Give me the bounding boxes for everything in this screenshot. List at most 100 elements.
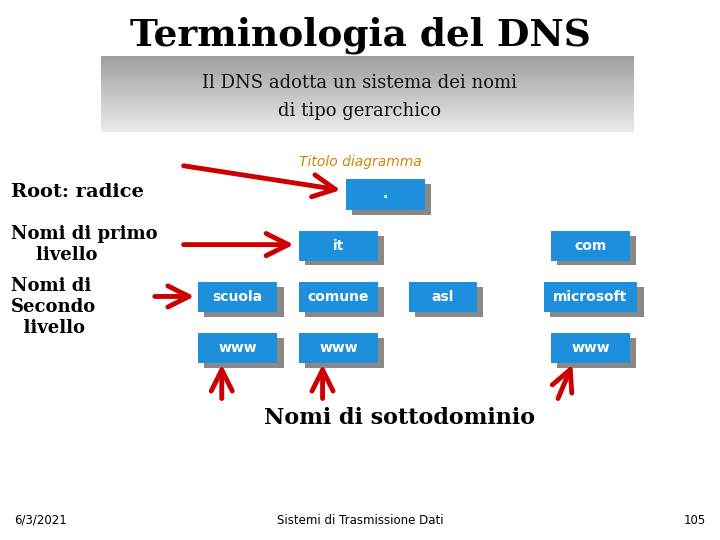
Text: Il DNS adotta un sistema dei nomi: Il DNS adotta un sistema dei nomi: [202, 74, 518, 92]
Text: Root: radice: Root: radice: [11, 183, 144, 201]
Bar: [101, 105, 634, 107]
Text: 105: 105: [683, 514, 706, 526]
Bar: [346, 179, 425, 210]
Bar: [101, 122, 634, 124]
Bar: [101, 124, 634, 126]
Bar: [101, 107, 634, 109]
Bar: [101, 109, 634, 111]
Bar: [305, 287, 384, 316]
Bar: [101, 88, 634, 90]
Bar: [101, 99, 634, 101]
Bar: [101, 62, 634, 63]
Text: .: .: [382, 187, 388, 201]
Bar: [101, 91, 634, 93]
Bar: [305, 338, 384, 368]
Bar: [101, 70, 634, 72]
Bar: [101, 74, 634, 76]
Bar: [101, 80, 634, 82]
Bar: [101, 110, 634, 111]
Bar: [101, 75, 634, 77]
Bar: [101, 86, 634, 88]
Bar: [551, 334, 630, 363]
Text: di tipo gerarchico: di tipo gerarchico: [279, 102, 441, 120]
Text: Sistemi di Trasmissione Dati: Sistemi di Trasmissione Dati: [276, 514, 444, 526]
Bar: [101, 56, 634, 58]
Bar: [101, 60, 634, 62]
Bar: [101, 80, 634, 81]
Bar: [101, 89, 634, 91]
Bar: [101, 98, 634, 99]
Text: www: www: [571, 341, 610, 355]
Bar: [101, 95, 634, 96]
Bar: [551, 231, 630, 260]
Bar: [198, 282, 277, 312]
Bar: [101, 87, 634, 89]
Bar: [101, 63, 634, 64]
Bar: [101, 65, 634, 67]
Bar: [101, 118, 634, 120]
Text: 6/3/2021: 6/3/2021: [14, 514, 67, 526]
Bar: [101, 123, 634, 125]
Bar: [101, 102, 634, 103]
Bar: [204, 287, 284, 316]
Bar: [101, 66, 634, 68]
Bar: [101, 125, 634, 126]
Bar: [101, 97, 634, 98]
Bar: [101, 76, 634, 77]
Text: com: com: [575, 239, 606, 253]
Bar: [101, 57, 634, 59]
Bar: [101, 73, 634, 75]
Bar: [101, 79, 634, 80]
Bar: [101, 126, 634, 127]
Bar: [198, 334, 277, 363]
Bar: [101, 118, 634, 119]
Bar: [101, 122, 634, 123]
Text: Nomi di sottodominio: Nomi di sottodominio: [264, 408, 535, 429]
Bar: [101, 96, 634, 97]
Bar: [101, 68, 634, 69]
Bar: [415, 287, 484, 316]
Bar: [409, 282, 477, 312]
Text: microsoft: microsoft: [553, 290, 628, 304]
Bar: [101, 114, 634, 116]
Bar: [557, 338, 636, 368]
Bar: [204, 338, 284, 368]
Bar: [101, 69, 634, 70]
Text: asl: asl: [431, 290, 454, 304]
Bar: [101, 116, 634, 117]
Bar: [101, 69, 634, 71]
Bar: [101, 71, 634, 73]
Bar: [101, 77, 634, 78]
Bar: [101, 61, 634, 62]
Bar: [101, 85, 634, 87]
Bar: [101, 82, 634, 83]
Bar: [101, 129, 634, 131]
Bar: [352, 184, 431, 215]
Bar: [101, 104, 634, 106]
Bar: [101, 93, 634, 94]
Text: Titolo diagramma: Titolo diagramma: [299, 155, 421, 169]
Bar: [101, 58, 634, 59]
Bar: [101, 119, 634, 121]
Bar: [101, 99, 634, 100]
Bar: [101, 127, 634, 129]
Bar: [544, 282, 637, 312]
Text: Nomi di
Secondo
  livello: Nomi di Secondo livello: [11, 277, 96, 336]
Text: comune: comune: [307, 290, 369, 304]
Bar: [101, 78, 634, 79]
Bar: [101, 72, 634, 73]
Bar: [101, 131, 634, 132]
Bar: [299, 334, 378, 363]
Text: Terminologia del DNS: Terminologia del DNS: [130, 16, 590, 54]
Bar: [101, 84, 634, 85]
Bar: [101, 92, 634, 93]
Bar: [101, 120, 634, 122]
Bar: [101, 65, 634, 66]
Bar: [101, 104, 634, 105]
Bar: [305, 235, 384, 265]
Text: Nomi di primo
    livello: Nomi di primo livello: [11, 225, 158, 264]
Bar: [101, 112, 634, 113]
Bar: [550, 287, 644, 316]
Bar: [101, 64, 634, 65]
Bar: [101, 103, 634, 104]
